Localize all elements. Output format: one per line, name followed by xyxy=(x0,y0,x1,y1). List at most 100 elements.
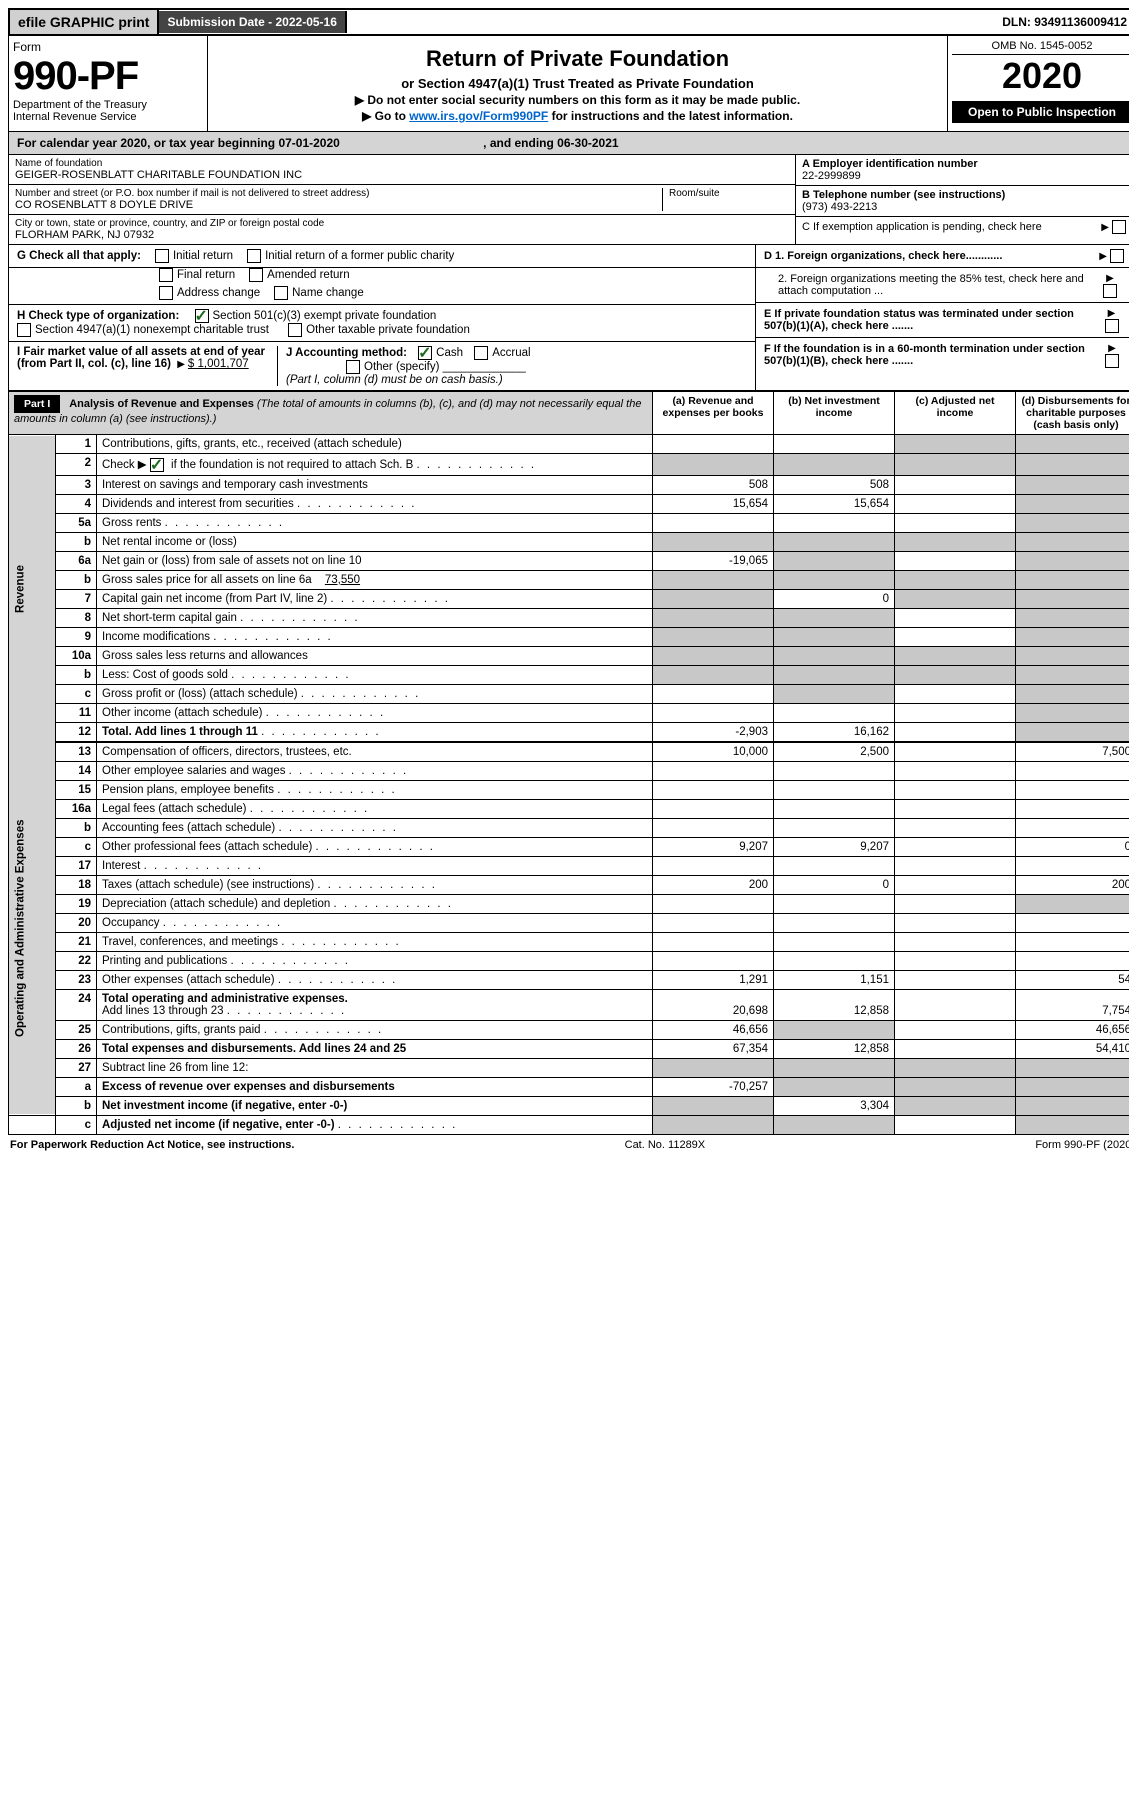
schb-checkbox[interactable] xyxy=(150,458,164,472)
col-d-header: (d) Disbursements for charitable purpose… xyxy=(1016,392,1129,435)
initial-former-checkbox[interactable] xyxy=(247,249,261,263)
part1-title: Analysis of Revenue and Expenses xyxy=(69,398,254,410)
line-9: Income modifications xyxy=(97,627,653,646)
g-label: G Check all that apply: xyxy=(17,250,141,262)
revenue-strip: Revenue xyxy=(9,435,56,743)
f-label: F If the foundation is in a 60-month ter… xyxy=(764,343,1105,367)
other-method-checkbox[interactable] xyxy=(346,360,360,374)
line-6b: Gross sales price for all assets on line… xyxy=(97,570,653,589)
form-version: Form 990-PF (2020) xyxy=(1035,1139,1129,1151)
sec501-checkbox[interactable] xyxy=(195,309,209,323)
form-subtitle: or Section 4947(a)(1) Trust Treated as P… xyxy=(214,76,941,91)
line-27b: Net investment income (if negative, ente… xyxy=(97,1096,653,1115)
c-label: C If exemption application is pending, c… xyxy=(802,221,1042,233)
initial-return-checkbox[interactable] xyxy=(155,249,169,263)
checks-G-section: G Check all that apply: Initial return I… xyxy=(8,245,1129,391)
form-header: Form 990-PF Department of the Treasury I… xyxy=(8,36,1129,132)
e-checkbox[interactable] xyxy=(1105,319,1119,333)
ein-label: A Employer identification number xyxy=(802,158,1129,170)
room-label: Room/suite xyxy=(669,188,789,199)
submission-date: Submission Date - 2022-05-16 xyxy=(159,11,346,33)
calendar-year-row: For calendar year 2020, or tax year begi… xyxy=(8,132,1129,155)
irs-link[interactable]: www.irs.gov/Form990PF xyxy=(409,109,548,123)
line-12: Total. Add lines 1 through 11 xyxy=(97,722,653,741)
omb-number: OMB No. 1545-0052 xyxy=(952,40,1129,55)
public-inspection: Open to Public Inspection xyxy=(952,101,1129,123)
line-13: Compensation of officers, directors, tru… xyxy=(97,742,653,761)
line-16b: Accounting fees (attach schedule) xyxy=(97,818,653,837)
addr-label: Number and street (or P.O. box number if… xyxy=(15,188,662,199)
line-18: Taxes (attach schedule) (see instruction… xyxy=(97,875,653,894)
amended-return-checkbox[interactable] xyxy=(249,268,263,282)
part1-table: Part I Analysis of Revenue and Expenses … xyxy=(8,391,1129,1135)
ssn-warning: ▶ Do not enter social security numbers o… xyxy=(214,93,941,107)
dept-treasury: Department of the Treasury xyxy=(13,99,203,111)
d2-checkbox[interactable] xyxy=(1103,284,1117,298)
dln: DLN: 93491136009412 xyxy=(994,11,1129,33)
form-title: Return of Private Foundation xyxy=(214,46,941,72)
line-10c: Gross profit or (loss) (attach schedule) xyxy=(97,684,653,703)
foundation-name: GEIGER-ROSENBLATT CHARITABLE FOUNDATION … xyxy=(15,169,789,181)
final-return-checkbox[interactable] xyxy=(159,268,173,282)
tax-year: 2020 xyxy=(952,55,1129,97)
accrual-checkbox[interactable] xyxy=(474,346,488,360)
page-footer: For Paperwork Reduction Act Notice, see … xyxy=(8,1135,1129,1155)
name-label: Name of foundation xyxy=(15,158,789,169)
fmv-value: $ 1,001,707 xyxy=(188,358,249,370)
line-16a: Legal fees (attach schedule) xyxy=(97,799,653,818)
line-21: Travel, conferences, and meetings xyxy=(97,932,653,951)
city-state-zip: FLORHAM PARK, NJ 07932 xyxy=(15,229,789,241)
d1-label: D 1. Foreign organizations, check here..… xyxy=(764,250,1002,262)
f-checkbox[interactable] xyxy=(1105,354,1119,368)
line-10a: Gross sales less returns and allowances xyxy=(97,646,653,665)
line-2: Check ▶ if the foundation is not require… xyxy=(97,454,653,476)
cat-number: Cat. No. 11289X xyxy=(625,1139,706,1151)
col-b-header: (b) Net investment income xyxy=(774,392,895,435)
d2-label: 2. Foreign organizations meeting the 85%… xyxy=(764,273,1103,297)
col-a-header: (a) Revenue and expenses per books xyxy=(653,392,774,435)
j-label: J Accounting method: xyxy=(286,347,407,359)
line-10b: Less: Cost of goods sold xyxy=(97,665,653,684)
line-17: Interest xyxy=(97,856,653,875)
instructions-link-line: ▶ Go to www.irs.gov/Form990PF for instru… xyxy=(214,109,941,123)
line-22: Printing and publications xyxy=(97,951,653,970)
line-7: Capital gain net income (from Part IV, l… xyxy=(97,589,653,608)
line-3: Interest on savings and temporary cash i… xyxy=(97,475,653,494)
line-24: Total operating and administrative expen… xyxy=(97,989,653,1020)
telephone: (973) 493-2213 xyxy=(802,201,1129,213)
form-number: 990-PF xyxy=(13,54,203,99)
efile-print-button[interactable]: efile GRAPHIC print xyxy=(10,10,159,34)
line-23: Other expenses (attach schedule) xyxy=(97,970,653,989)
line-6a: Net gain or (loss) from sale of assets n… xyxy=(97,551,653,570)
line-27: Subtract line 26 from line 12: xyxy=(97,1058,653,1077)
line-15: Pension plans, employee benefits xyxy=(97,780,653,799)
street-address: CO ROSENBLATT 8 DOYLE DRIVE xyxy=(15,199,662,211)
filer-info: Name of foundation GEIGER-ROSENBLATT CHA… xyxy=(8,155,1129,245)
addr-change-checkbox[interactable] xyxy=(159,286,173,300)
other-taxable-checkbox[interactable] xyxy=(288,323,302,337)
line-19: Depreciation (attach schedule) and deple… xyxy=(97,894,653,913)
line-25: Contributions, gifts, grants paid xyxy=(97,1020,653,1039)
part1-label: Part I xyxy=(14,395,60,413)
line-5a: Gross rents xyxy=(97,513,653,532)
line-11: Other income (attach schedule) xyxy=(97,703,653,722)
paperwork-notice: For Paperwork Reduction Act Notice, see … xyxy=(10,1139,294,1151)
sec4947-checkbox[interactable] xyxy=(17,323,31,337)
line-26: Total expenses and disbursements. Add li… xyxy=(97,1039,653,1058)
line-16c: Other professional fees (attach schedule… xyxy=(97,837,653,856)
line-4: Dividends and interest from securities xyxy=(97,494,653,513)
name-change-checkbox[interactable] xyxy=(274,286,288,300)
form-label: Form xyxy=(13,40,203,54)
col-c-header: (c) Adjusted net income xyxy=(895,392,1016,435)
h-label: H Check type of organization: xyxy=(17,310,179,322)
c-checkbox[interactable] xyxy=(1112,220,1126,234)
cash-checkbox[interactable] xyxy=(418,346,432,360)
line-27c: Adjusted net income (if negative, enter … xyxy=(97,1115,653,1134)
line-5b: Net rental income or (loss) xyxy=(97,532,653,551)
line-14: Other employee salaries and wages xyxy=(97,761,653,780)
ein: 22-2999899 xyxy=(802,170,1129,182)
expenses-strip: Operating and Administrative Expenses xyxy=(9,742,56,1115)
d1-checkbox[interactable] xyxy=(1110,249,1124,263)
line-20: Occupancy xyxy=(97,913,653,932)
tel-label: B Telephone number (see instructions) xyxy=(802,189,1129,201)
